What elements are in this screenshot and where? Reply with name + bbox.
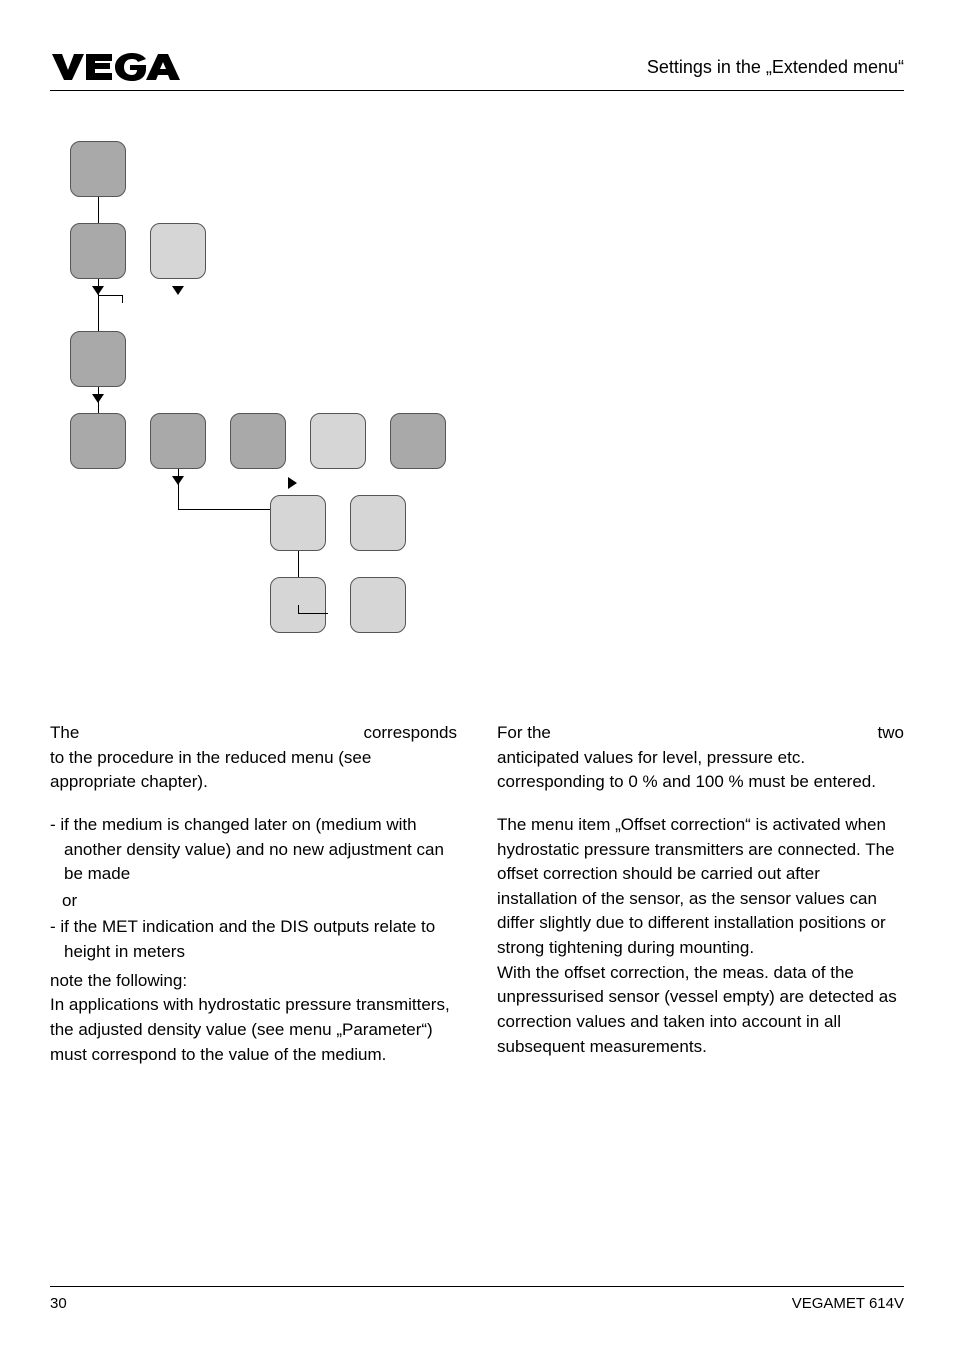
diagram-node bbox=[70, 413, 126, 469]
arrow-down-icon bbox=[172, 286, 184, 295]
diagram-node bbox=[70, 223, 126, 279]
diagram-node bbox=[150, 223, 206, 279]
diagram-node bbox=[390, 413, 446, 469]
diagram-node bbox=[230, 413, 286, 469]
text: The bbox=[50, 721, 79, 746]
diagram-node bbox=[150, 413, 206, 469]
diagram-connector bbox=[178, 509, 270, 510]
text: corresponds bbox=[363, 721, 457, 746]
right-para-3: With the offset correction, the meas. da… bbox=[497, 961, 904, 1060]
diagram-node bbox=[310, 413, 366, 469]
diagram-connector bbox=[122, 295, 123, 303]
text: For the bbox=[497, 721, 551, 746]
body-columns: The corresponds to the procedure in the … bbox=[50, 721, 904, 1085]
diagram-connector bbox=[178, 469, 179, 509]
diagram-node bbox=[350, 495, 406, 551]
diagram-connector bbox=[298, 551, 299, 577]
doc-id: VEGAMET 614V bbox=[792, 1295, 904, 1312]
right-para-2: The menu item „Offset correction“ is act… bbox=[497, 813, 904, 961]
diagram-node bbox=[270, 495, 326, 551]
arrow-down-icon bbox=[92, 394, 104, 403]
diagram-node bbox=[350, 577, 406, 633]
text: two bbox=[878, 721, 904, 746]
page-number: 30 bbox=[50, 1295, 67, 1312]
menu-flow-diagram bbox=[60, 141, 440, 681]
arrow-down-icon bbox=[172, 476, 184, 485]
left-column: The corresponds to the procedure in the … bbox=[50, 721, 457, 1085]
diagram-connector bbox=[98, 295, 122, 296]
left-para-2: note the following: bbox=[50, 969, 457, 994]
diagram-connector bbox=[298, 613, 328, 614]
diagram-connector bbox=[98, 197, 99, 223]
list-item: - if the medium is changed later on (med… bbox=[50, 813, 457, 887]
text: to the procedure in the reduced menu (se… bbox=[50, 748, 371, 792]
vega-logo bbox=[50, 50, 180, 84]
page-header: Settings in the „Extended menu“ bbox=[50, 50, 904, 91]
diagram-node bbox=[70, 331, 126, 387]
list-item: - if the MET indication and the DIS outp… bbox=[50, 915, 457, 964]
arrow-right-icon bbox=[288, 477, 297, 489]
page-footer: 30 VEGAMET 614V bbox=[50, 1286, 904, 1312]
left-para-3: In applications with hydrostatic pressur… bbox=[50, 993, 457, 1067]
header-section-title: Settings in the „Extended menu“ bbox=[647, 57, 904, 78]
list-item: or bbox=[50, 889, 457, 914]
diagram-connector bbox=[298, 605, 299, 613]
text: anticipated values for level, pressure e… bbox=[497, 748, 876, 792]
right-para-1: For the two anticipated values for level… bbox=[497, 721, 904, 795]
right-column: For the two anticipated values for level… bbox=[497, 721, 904, 1085]
arrow-down-icon bbox=[92, 286, 104, 295]
left-para-1: The corresponds to the procedure in the … bbox=[50, 721, 457, 795]
left-list: - if the medium is changed later on (med… bbox=[50, 813, 457, 965]
diagram-node bbox=[70, 141, 126, 197]
